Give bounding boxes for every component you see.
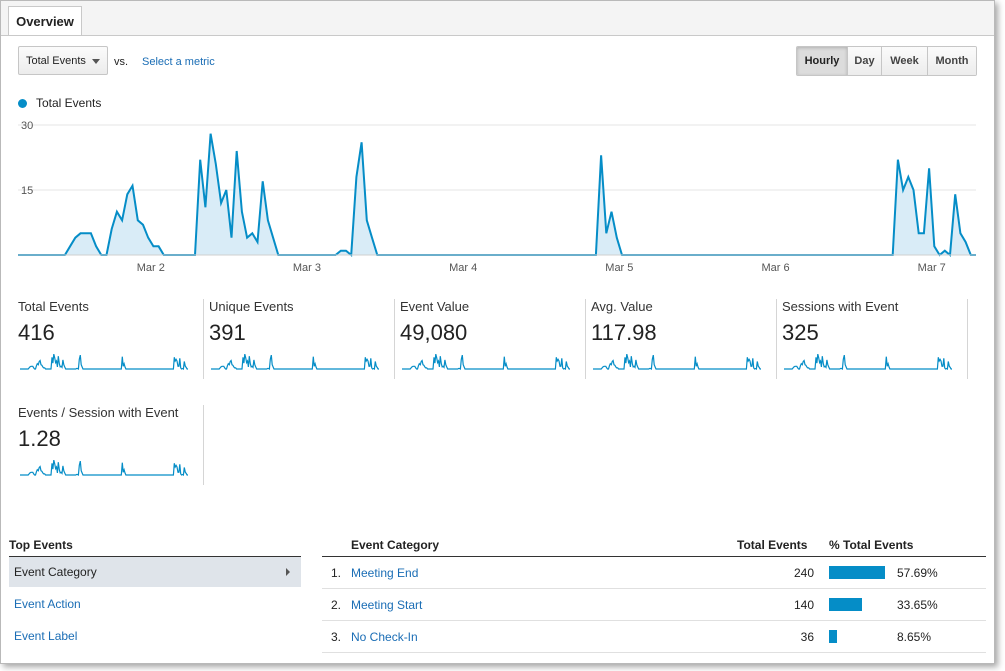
row-name-link[interactable]: Meeting End (351, 566, 419, 580)
metric-sessions-with-event: Sessions with Event 325 (782, 299, 968, 379)
x-tick-label: Mar 6 (761, 262, 789, 274)
sparkline-line (593, 353, 761, 370)
metric-unique-events: Unique Events 391 (209, 299, 395, 379)
hourly-button[interactable]: Hourly (797, 47, 847, 75)
sparkline (784, 353, 952, 370)
column-header-total-events[interactable]: Total Events (737, 538, 808, 552)
row-total: 140 (793, 598, 814, 612)
metric-label: Event Value (400, 299, 470, 314)
sparkline (402, 353, 570, 370)
chart-legend: Total Events (18, 96, 101, 110)
metric-label: Events / Session with Event (18, 405, 179, 420)
row-pct: 57.69% (897, 566, 938, 580)
metric-total-events: Total Events 416 (18, 299, 204, 379)
series-area (18, 133, 976, 255)
vs-label: vs. (114, 56, 129, 68)
metric-value: 325 (782, 320, 819, 345)
metric-value: 49,080 (400, 320, 468, 345)
legend-dot-icon (18, 98, 27, 108)
chevron-down-icon (92, 59, 100, 64)
table-header: Event Category Total Events % Total Even… (322, 538, 986, 557)
table-row: 3. No Check-In 36 8.65% (322, 621, 986, 653)
row-pct: 33.65% (897, 598, 938, 612)
top-events-item-label: Event Category (14, 565, 97, 579)
top-events-item-event-category[interactable]: Event Category (9, 557, 301, 587)
legend-label: Total Events (36, 96, 102, 110)
top-events-heading: Top Events (9, 538, 301, 557)
column-header-pct-total-events[interactable]: % Total Events (829, 538, 914, 552)
sparkline-line (211, 353, 379, 370)
metric-event-value: Event Value 49,080 (400, 299, 586, 379)
row-pct: 8.65% (897, 630, 932, 644)
row-total: 240 (793, 566, 814, 580)
select-metric-link[interactable]: Select a metric (142, 56, 215, 68)
row-rank: 3. (331, 630, 342, 644)
overview-panel: Overview Total Events vs. Select a metri… (0, 0, 995, 664)
row-total: 36 (800, 630, 814, 644)
metric-dropdown-value: Total Events (26, 54, 86, 67)
sparkline-line (20, 459, 188, 476)
top-events-item-event-action[interactable]: Event Action (14, 597, 81, 611)
metric-value: 391 (209, 320, 246, 345)
x-tick-label: Mar 4 (449, 262, 477, 274)
day-button[interactable]: Day (847, 47, 881, 75)
metric-label: Avg. Value (591, 299, 653, 314)
sparkline (211, 353, 379, 370)
metric-value: 117.98 (591, 320, 657, 345)
metric-label: Unique Events (209, 299, 294, 314)
y-tick-label: 15 (21, 185, 33, 197)
metric-avg-value: Avg. Value 117.98 (591, 299, 777, 379)
metric-label: Total Events (18, 299, 89, 314)
x-tick-label: Mar 7 (918, 262, 946, 274)
month-button[interactable]: Month (927, 47, 976, 75)
tab-overview[interactable]: Overview (8, 6, 82, 35)
sparkline-line (402, 353, 570, 370)
x-tick-label: Mar 2 (137, 262, 165, 274)
x-tick-label: Mar 3 (293, 262, 321, 274)
granularity-toggle: Hourly Day Week Month (796, 46, 977, 76)
top-events-item-event-label[interactable]: Event Label (14, 629, 78, 643)
chevron-right-icon (286, 568, 290, 576)
row-pct-bar (829, 566, 885, 579)
sparkline-line (784, 353, 952, 370)
column-header-event-category[interactable]: Event Category (351, 538, 440, 552)
row-pct-bar (829, 598, 862, 611)
y-tick-label: 30 (21, 120, 33, 132)
sparkline (593, 353, 761, 370)
metric-value: 1.28 (18, 426, 61, 451)
metric-value: 416 (18, 320, 55, 345)
metric-dropdown[interactable]: Total Events (18, 46, 108, 75)
metric-events-per-session: Events / Session with Event 1.28 (18, 405, 204, 485)
week-button[interactable]: Week (881, 47, 927, 75)
row-rank: 1. (331, 566, 342, 580)
row-rank: 2. (331, 598, 342, 612)
table-row: 1. Meeting End 240 57.69% (322, 557, 986, 589)
sparkline (20, 353, 188, 370)
sparkline-line (20, 353, 188, 370)
row-name-link[interactable]: Meeting Start (351, 598, 423, 612)
metric-label: Sessions with Event (782, 299, 899, 314)
row-pct-bar (829, 630, 838, 643)
series-line-total-events (18, 133, 976, 258)
tab-bar: Overview (1, 1, 994, 36)
table-row: 2. Meeting Start 140 33.65% (322, 589, 986, 621)
x-tick-label: Mar 5 (605, 262, 633, 274)
sparkline (20, 459, 188, 476)
event-category-table: Event Category Total Events % Total Even… (322, 538, 986, 653)
row-name-link[interactable]: No Check-In (351, 630, 418, 644)
